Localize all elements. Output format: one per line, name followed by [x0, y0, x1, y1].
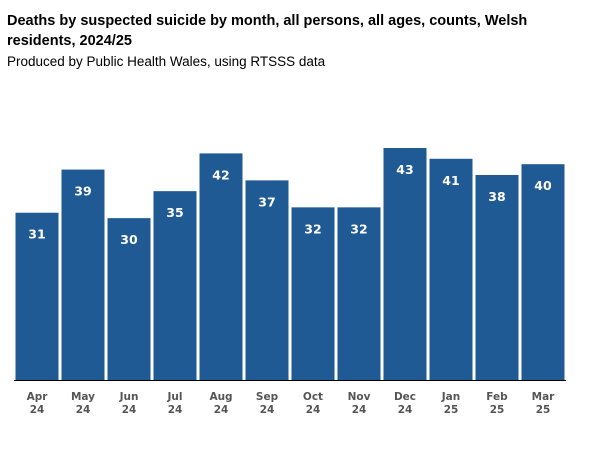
- bar: [199, 153, 243, 380]
- bar-value-label: 41: [442, 173, 459, 188]
- bar: [429, 158, 473, 380]
- x-tick-label-year: 24: [30, 404, 45, 416]
- bar: [245, 180, 289, 380]
- x-tick-label-year: 25: [490, 404, 505, 416]
- bar: [61, 169, 105, 380]
- x-tick-label-year: 25: [444, 404, 459, 416]
- chart-subtitle: Produced by Public Health Wales, using R…: [7, 54, 326, 69]
- bar: [291, 207, 335, 380]
- x-tick-label-month: Aug: [209, 391, 232, 403]
- bar-value-label: 42: [212, 167, 229, 182]
- x-tick-label-month: Jan: [441, 391, 460, 403]
- bar-value-label: 30: [120, 232, 138, 247]
- x-tick-label-month: Sep: [256, 391, 279, 403]
- x-tick-label-month: Feb: [486, 391, 508, 403]
- x-tick-label-year: 24: [352, 404, 367, 416]
- bar-value-label: 31: [28, 227, 45, 242]
- x-tick-label-month: Dec: [394, 391, 416, 403]
- bar-value-label: 32: [304, 221, 321, 236]
- bar-value-label: 32: [350, 221, 367, 236]
- bar-value-label: 43: [396, 162, 413, 177]
- x-tick-label-year: 24: [122, 404, 137, 416]
- bar: [475, 174, 519, 380]
- x-tick-label-year: 24: [168, 404, 183, 416]
- x-tick-label-month: May: [71, 391, 95, 403]
- bar-value-label: 35: [166, 205, 183, 220]
- x-tick-label-year: 24: [76, 404, 91, 416]
- bar: [107, 218, 151, 380]
- bar-value-label: 40: [534, 178, 552, 193]
- x-tick-label-month: Jun: [119, 391, 139, 403]
- x-tick-label-year: 24: [306, 404, 321, 416]
- x-tick-label-month: Jul: [167, 391, 183, 403]
- bar: [15, 212, 59, 380]
- x-tick-label-year: 25: [536, 404, 551, 416]
- bar: [153, 191, 197, 380]
- x-tick-label-month: Nov: [348, 391, 371, 403]
- bar-value-label: 39: [74, 184, 91, 199]
- bar: [337, 207, 381, 380]
- x-tick-label-year: 24: [260, 404, 275, 416]
- chart-header: Deaths by suspected suicide by month, al…: [7, 11, 587, 70]
- x-tick-label-month: Oct: [303, 391, 323, 403]
- bar: [521, 164, 565, 380]
- bar-value-label: 38: [488, 189, 505, 204]
- x-tick-label-year: 24: [398, 404, 413, 416]
- chart-title: Deaths by suspected suicide by month, al…: [7, 13, 528, 49]
- x-tick-label-month: Mar: [532, 391, 556, 403]
- x-tick-label-month: Apr: [27, 391, 49, 403]
- bar: [383, 148, 427, 380]
- x-tick-label-year: 24: [214, 404, 229, 416]
- bar-value-label: 37: [258, 194, 275, 209]
